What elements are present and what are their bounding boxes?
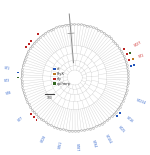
Bar [36, 119, 38, 121]
Bar [132, 58, 134, 60]
Bar [128, 59, 130, 61]
Bar [33, 116, 35, 118]
Text: ST94: ST94 [91, 140, 97, 149]
Text: ST61: ST61 [58, 141, 63, 150]
Bar [130, 65, 132, 66]
Text: ST8: ST8 [5, 90, 12, 95]
Text: epf/mrp: epf/mrp [57, 82, 71, 86]
Text: ST87: ST87 [75, 142, 79, 151]
Bar [129, 52, 131, 54]
Bar [133, 64, 135, 66]
Text: sly: sly [57, 77, 62, 81]
Text: ST3: ST3 [3, 79, 10, 83]
Bar [17, 77, 19, 78]
Text: ST16: ST16 [125, 116, 134, 124]
Text: ST25: ST25 [117, 124, 125, 133]
Bar [116, 115, 118, 117]
Bar [53, 73, 56, 75]
Bar [123, 48, 125, 50]
Bar [53, 68, 56, 71]
Bar [30, 40, 32, 42]
Bar [126, 53, 128, 55]
Text: ST1: ST1 [138, 53, 145, 59]
Text: ef: ef [57, 67, 60, 71]
Bar [53, 82, 56, 85]
Bar [30, 113, 32, 115]
Text: ST234: ST234 [135, 98, 147, 105]
Bar [37, 33, 39, 35]
Text: hlyX: hlyX [57, 72, 64, 76]
Text: ST104: ST104 [104, 134, 112, 145]
Text: ST1: ST1 [4, 66, 11, 70]
Bar [53, 78, 56, 80]
Bar [28, 43, 30, 45]
Text: ST7: ST7 [17, 116, 25, 123]
Bar [26, 46, 27, 48]
Text: ST27: ST27 [133, 40, 142, 48]
Bar [119, 112, 121, 113]
Text: 100: 100 [47, 96, 52, 100]
Bar [17, 72, 19, 73]
Text: ST28: ST28 [40, 135, 47, 144]
